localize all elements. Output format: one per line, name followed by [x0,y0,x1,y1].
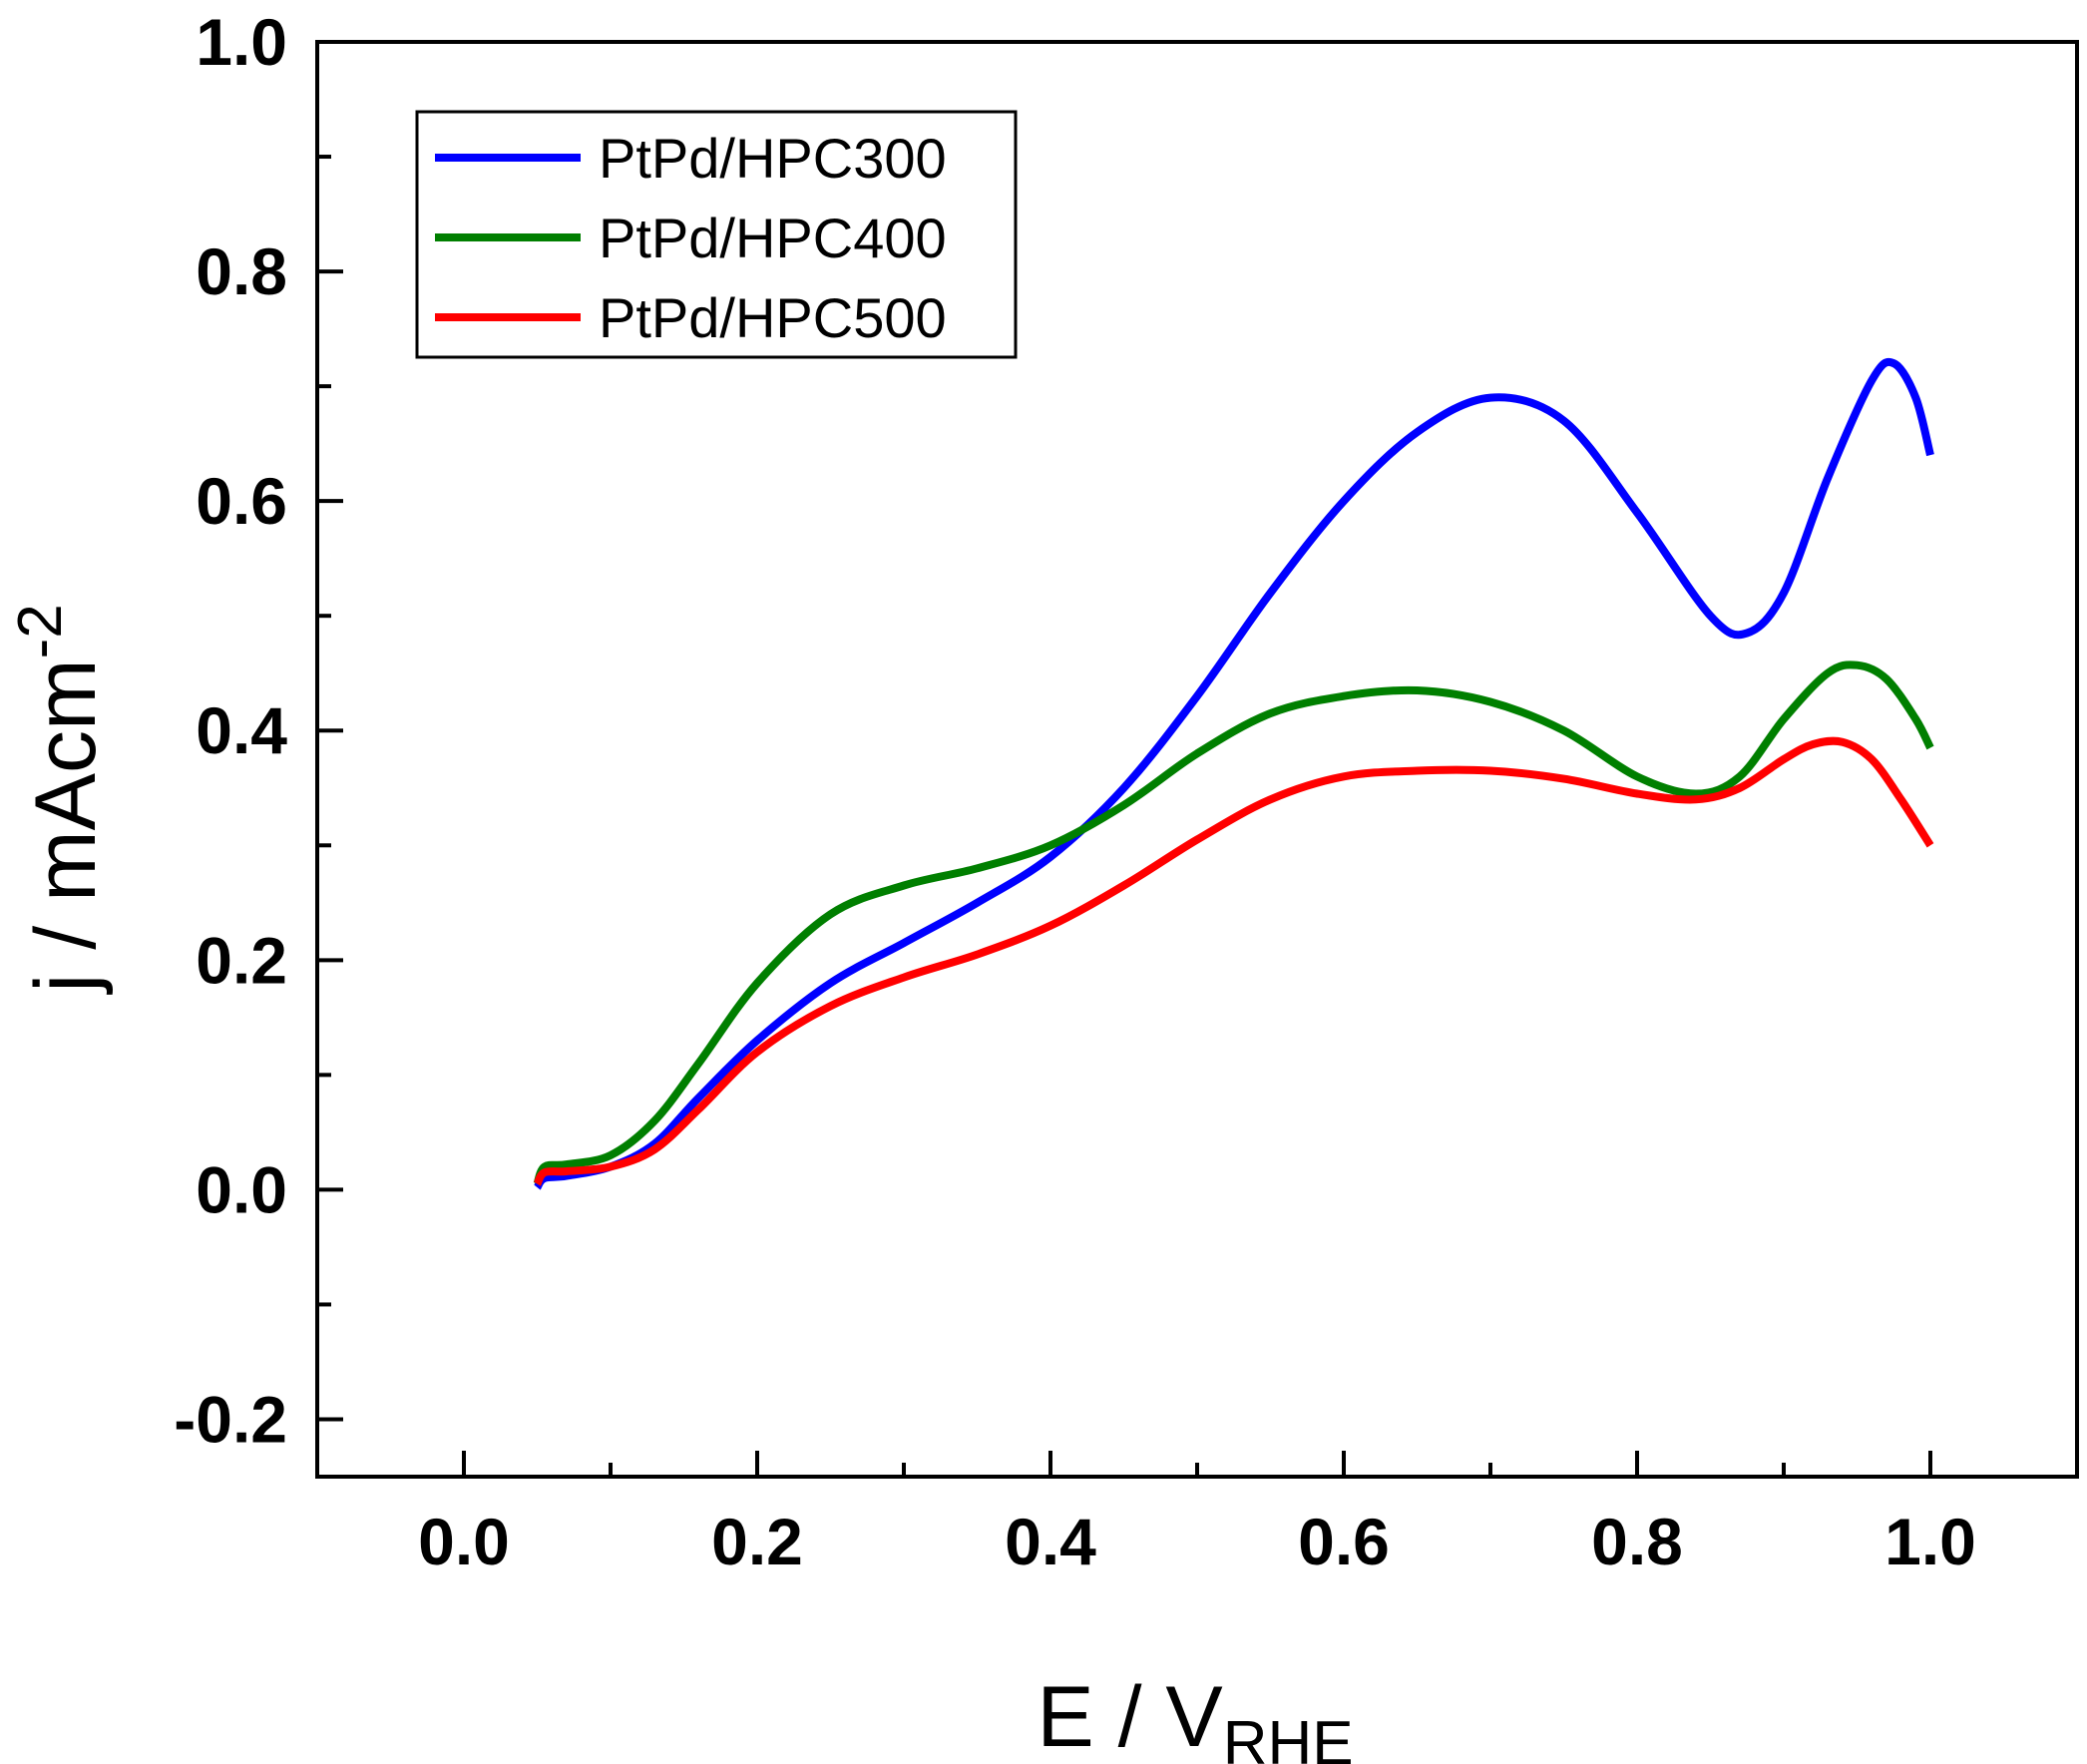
y-tick-label: 1.0 [196,5,287,79]
y-tick-label: 0.2 [196,923,287,997]
legend-label: PtPd/HPC400 [599,207,947,269]
y-axis-title: j / mAcm-2 [6,604,114,996]
y-tick-label: 0.0 [196,1152,287,1226]
x-tick-label: 0.2 [711,1505,803,1578]
y-axis: -0.2 0.0 0.2 0.4 0.6 0.8 1.0 [174,5,343,1456]
x-axis-title-main: E / V [1037,1669,1222,1764]
legend: PtPd/HPC300 PtPd/HPC400 PtPd/HPC500 [415,110,1018,359]
series-line-1 [534,357,1934,1190]
y-axis-title-sup: -2 [6,604,75,659]
x-axis-title-sub: RHE [1223,1709,1354,1764]
x-tick-label: 0.0 [418,1505,510,1578]
y-tick-label: 0.8 [196,234,287,308]
y-axis-title-main: j / mAcm [18,659,114,995]
x-tick-label: 1.0 [1884,1505,1976,1578]
y-tick-label: 0.4 [196,693,287,767]
legend-label: PtPd/HPC500 [599,286,947,349]
x-tick-label: 0.6 [1298,1505,1390,1578]
series-line-3 [533,736,1934,1186]
legend-label: PtPd/HPC300 [599,127,947,190]
x-tick-label: 0.4 [1005,1505,1096,1578]
series-line-2 [533,661,1934,1186]
series-layer [533,357,1934,1190]
y-tick-label: 0.6 [196,464,287,538]
x-tick-label: 0.8 [1591,1505,1683,1578]
x-axis: 0.0 0.2 0.4 0.6 0.8 1.0 [315,1451,1976,1578]
x-axis-title: E / VRHE [1037,1669,1353,1764]
y-tick-label: -0.2 [174,1382,287,1456]
